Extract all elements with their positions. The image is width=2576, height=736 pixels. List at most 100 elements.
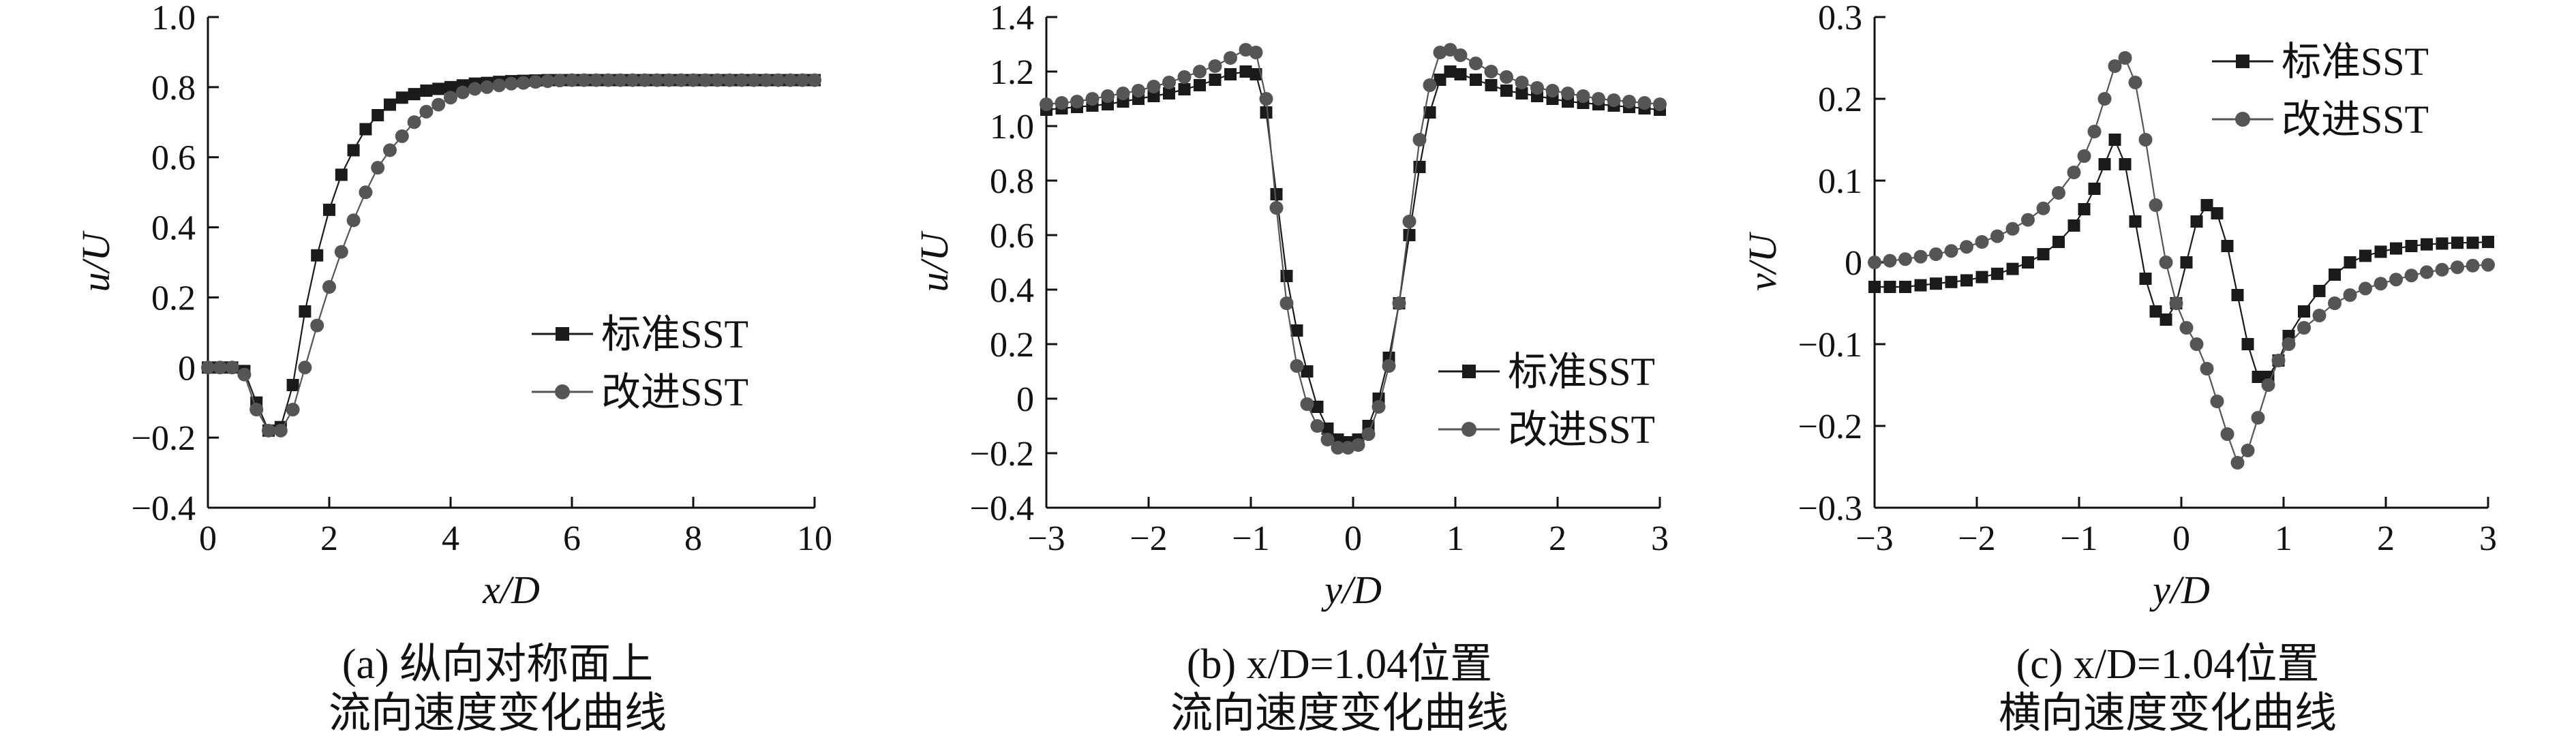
data-point: [2037, 248, 2050, 260]
data-point: [1592, 92, 1605, 106]
data-point: [1269, 201, 1284, 215]
x-tick-label: 0: [2172, 519, 2190, 558]
x-tick-label: 4: [442, 519, 459, 558]
data-point: [310, 318, 324, 333]
data-point: [1361, 427, 1376, 441]
panel-a: −0.4 −0.2 0 0.2 0.4 0.6 0.8 1.0 0 2 4 6 8 10 u/U x/D 标准S…: [74, 0, 832, 736]
data-point: [1147, 80, 1161, 93]
data-point: [528, 75, 543, 89]
data-point: [1208, 59, 1222, 73]
data-point: [2139, 273, 2152, 285]
x-tick-label: 2: [1549, 519, 1566, 558]
y-tick-label: 0: [1016, 380, 1034, 419]
data-point: [1290, 359, 1304, 373]
data-point: [1055, 96, 1069, 110]
x-tick-label: 8: [684, 519, 702, 558]
data-point: [1101, 89, 1115, 103]
data-point: [1944, 244, 1958, 258]
y-tick-label: 0.8: [151, 69, 196, 108]
legend-marker: [1462, 365, 1476, 378]
data-point: [553, 74, 567, 88]
data-point: [395, 129, 409, 143]
y-axis-label: v/U: [1740, 231, 1785, 291]
data-point: [2241, 338, 2254, 350]
data-point: [783, 73, 798, 87]
data-point: [1622, 95, 1636, 108]
data-point: [613, 73, 628, 87]
data-point: [2404, 269, 2419, 283]
data-point: [1224, 68, 1237, 80]
legend-marker: [556, 327, 569, 341]
data-point: [674, 73, 688, 87]
caption-line: (b) x/D=1.04位置: [1187, 641, 1492, 688]
data-point: [286, 379, 299, 391]
data-point: [1470, 74, 1482, 86]
data-point: [1249, 46, 1263, 59]
data-point: [1177, 70, 1192, 84]
data-point: [2374, 277, 2388, 291]
data-point: [1331, 441, 1345, 455]
data-point: [1132, 84, 1145, 97]
data-point: [1301, 365, 1314, 378]
legend-label: 标准SST: [2282, 40, 2429, 84]
data-point: [1224, 51, 1237, 65]
data-point: [1913, 249, 1928, 264]
data-point: [383, 143, 397, 157]
legend-label: 改进SST: [601, 370, 748, 414]
data-point: [2138, 133, 2153, 147]
data-point: [2328, 296, 2342, 310]
data-point: [577, 73, 591, 87]
data-point: [2374, 245, 2387, 258]
panel-b: −0.4 −0.2 0 0.2 0.4 0.6 0.8 1.0 1.2 1.4 −3 −2 −1 0 1 2 3…: [912, 0, 1669, 736]
data-point: [1500, 85, 1513, 97]
data-point: [2252, 371, 2264, 383]
data-point: [1561, 87, 1575, 100]
data-point: [1147, 90, 1160, 102]
y-tick-label: 0.6: [151, 139, 196, 178]
data-point: [408, 88, 421, 101]
data-point: [2420, 265, 2434, 279]
data-point: [1485, 79, 1498, 91]
data-point: [1163, 87, 1175, 99]
data-point: [637, 73, 652, 87]
caption-line: 流向速度变化曲线: [1170, 690, 1509, 736]
y-tick-label: 0.8: [990, 162, 1034, 201]
data-point: [1883, 254, 1897, 268]
data-point: [2200, 199, 2213, 211]
x-axis-label: x/D: [482, 568, 540, 612]
y-tick-label: −0.2: [1798, 408, 1862, 446]
data-point: [2435, 262, 2449, 277]
data-point: [1070, 95, 1084, 108]
data-point: [1975, 235, 1989, 249]
data-point: [1515, 76, 1529, 89]
data-point: [298, 361, 312, 375]
data-point: [1975, 271, 1988, 283]
data-point: [2006, 262, 2019, 275]
x-tick-label: 2: [2377, 519, 2395, 558]
data-point: [420, 85, 433, 97]
data-point: [2389, 273, 2403, 287]
data-point: [2451, 236, 2464, 249]
data-point: [323, 203, 335, 216]
data-point: [2190, 215, 2203, 228]
data-point: [1392, 296, 1406, 310]
data-point: [1576, 89, 1590, 103]
y-tick-label: −0.1: [1798, 326, 1862, 365]
data-point: [2271, 354, 2286, 367]
panel-c: −0.3 −0.2 −0.1 0 0.1 0.2 0.3 −3 −2 −1 0 1 2 3 v/U y/D 标准…: [1740, 0, 2497, 736]
data-point: [2210, 395, 2224, 408]
legend: 标准SST 改进SST: [532, 312, 748, 414]
data-point: [431, 97, 446, 112]
data-point: [201, 361, 215, 375]
data-point: [334, 245, 348, 259]
data-point: [2421, 238, 2433, 251]
data-point: [662, 73, 676, 87]
data-point: [565, 73, 579, 87]
legend-label: 标准SST: [1508, 350, 1655, 394]
data-point: [2298, 305, 2310, 318]
data-point: [407, 115, 421, 129]
y-axis-label: u/U: [912, 230, 956, 292]
data-point: [1351, 438, 1365, 452]
data-point: [2359, 249, 2372, 262]
data-point: [1412, 133, 1427, 147]
